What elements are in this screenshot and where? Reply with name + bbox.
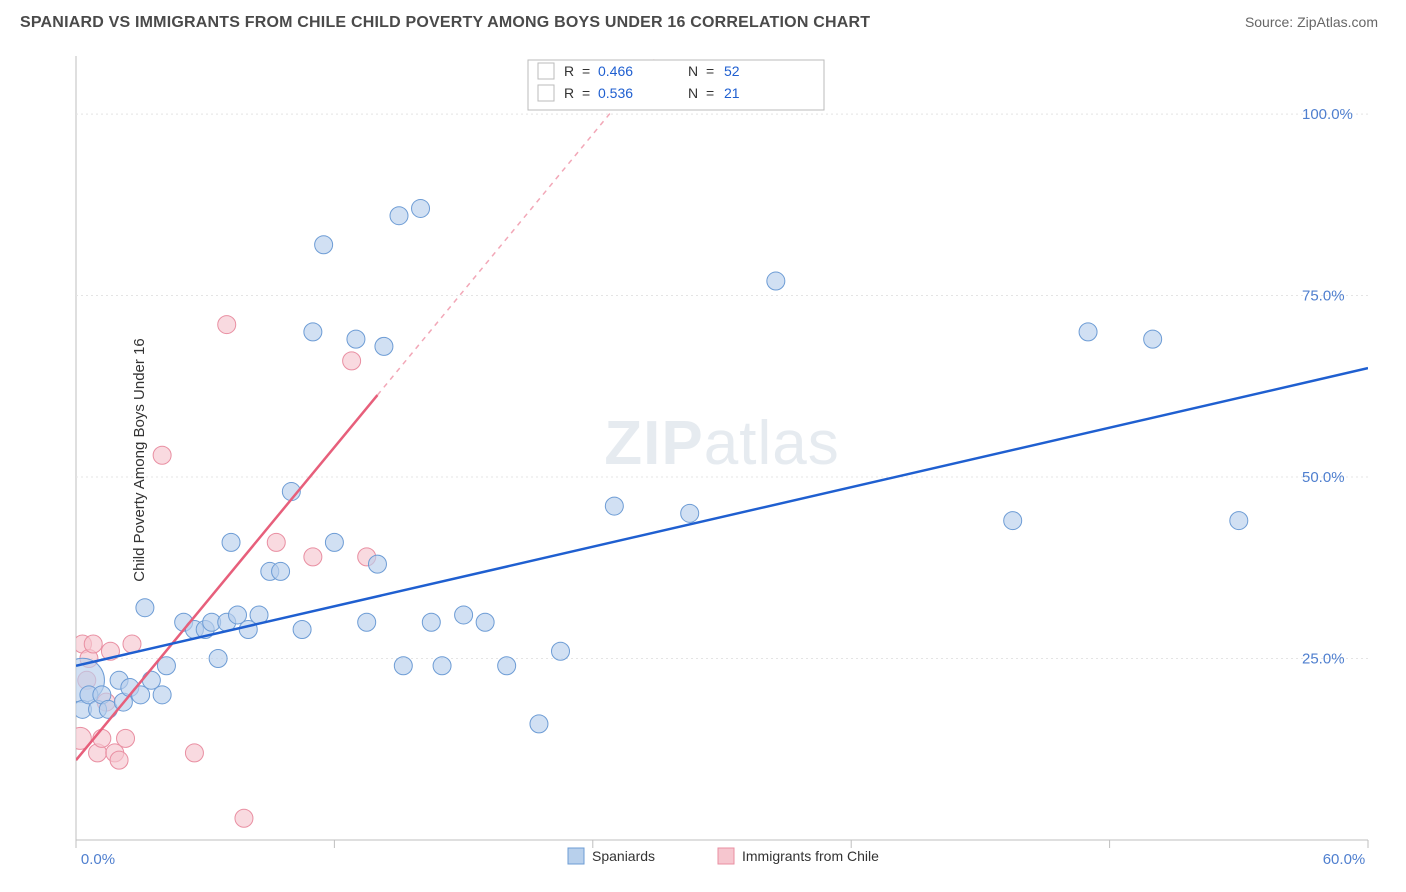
- svg-text:N: N: [688, 63, 698, 79]
- svg-text:50.0%: 50.0%: [1302, 469, 1345, 486]
- series-immigrants-from-chile: [69, 316, 375, 828]
- svg-text:=: =: [582, 85, 590, 101]
- svg-text:R: R: [564, 85, 574, 101]
- svg-text:Immigrants from Chile: Immigrants from Chile: [742, 848, 879, 864]
- svg-text:=: =: [706, 85, 714, 101]
- svg-text:21: 21: [724, 85, 740, 101]
- svg-text:0.466: 0.466: [598, 63, 633, 79]
- legend: Spaniards Immigrants from Chile: [568, 848, 879, 864]
- svg-text:R: R: [564, 63, 574, 79]
- svg-text:0.0%: 0.0%: [81, 851, 115, 868]
- svg-text:75.0%: 75.0%: [1302, 288, 1345, 305]
- svg-text:Spaniards: Spaniards: [592, 848, 655, 864]
- chart-container: Child Poverty Among Boys Under 16 25.0% 5…: [58, 48, 1386, 872]
- svg-text:100.0%: 100.0%: [1302, 106, 1353, 123]
- svg-text:N: N: [688, 85, 698, 101]
- svg-text:52: 52: [724, 63, 740, 79]
- svg-text:0.536: 0.536: [598, 85, 633, 101]
- page-title: SPANIARD VS IMMIGRANTS FROM CHILE CHILD …: [20, 14, 870, 32]
- watermark: ZIPatlas: [604, 409, 839, 478]
- y-axis-label: Child Poverty Among Boys Under 16: [131, 338, 148, 581]
- svg-text:25.0%: 25.0%: [1302, 651, 1345, 668]
- svg-text:=: =: [706, 63, 714, 79]
- source-label: Source: ZipAtlas.com: [1245, 14, 1378, 30]
- scatter-chart: 25.0% 50.0% 75.0% 100.0% 0.0% 60.0% ZIPatlas R =…: [58, 48, 1386, 872]
- svg-text:=: =: [582, 63, 590, 79]
- svg-text:60.0%: 60.0%: [1323, 851, 1366, 868]
- correlation-stats-box: R = 0.466 N = 52 R = 0.536 N = 21: [528, 60, 824, 110]
